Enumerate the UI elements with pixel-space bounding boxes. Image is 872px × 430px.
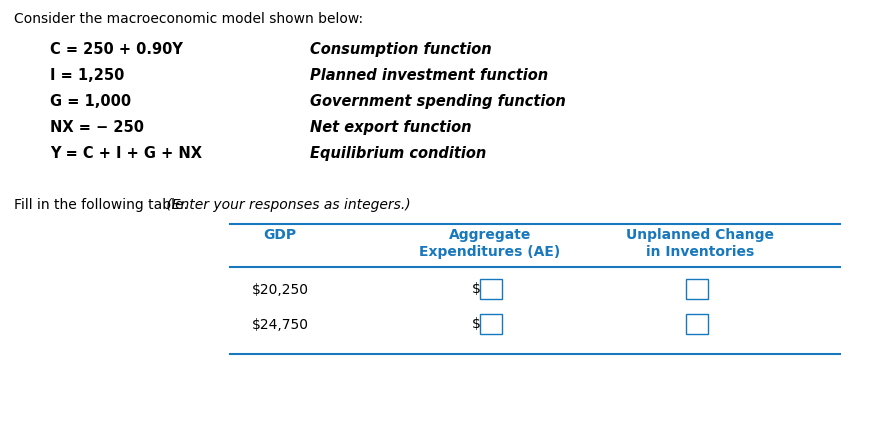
FancyBboxPatch shape: [480, 280, 502, 299]
Text: Y = C + I + G + NX: Y = C + I + G + NX: [50, 146, 202, 161]
Text: Equilibrium condition: Equilibrium condition: [310, 146, 487, 161]
Text: G = 1,000: G = 1,000: [50, 94, 131, 109]
Text: (Enter your responses as integers.): (Enter your responses as integers.): [162, 197, 411, 212]
Text: Consumption function: Consumption function: [310, 42, 492, 57]
Text: I = 1,250: I = 1,250: [50, 68, 125, 83]
Text: $20,250: $20,250: [251, 283, 309, 296]
Text: C = 250 + 0.90Y: C = 250 + 0.90Y: [50, 42, 183, 57]
FancyBboxPatch shape: [686, 280, 708, 299]
Text: Consider the macroeconomic model shown below:: Consider the macroeconomic model shown b…: [14, 12, 363, 26]
Text: Aggregate
Expenditures (AE): Aggregate Expenditures (AE): [419, 227, 561, 259]
Text: NX = − 250: NX = − 250: [50, 120, 144, 135]
Text: Government spending function: Government spending function: [310, 94, 566, 109]
FancyBboxPatch shape: [686, 314, 708, 334]
Text: $: $: [472, 316, 480, 330]
FancyBboxPatch shape: [480, 314, 502, 334]
Text: Unplanned Change
in Inventories: Unplanned Change in Inventories: [626, 227, 774, 259]
Text: GDP: GDP: [263, 227, 296, 241]
Text: Net export function: Net export function: [310, 120, 472, 135]
Text: $24,750: $24,750: [251, 317, 309, 331]
Text: Fill in the following table.: Fill in the following table.: [14, 197, 187, 212]
Text: $: $: [472, 281, 480, 295]
Text: Planned investment function: Planned investment function: [310, 68, 548, 83]
